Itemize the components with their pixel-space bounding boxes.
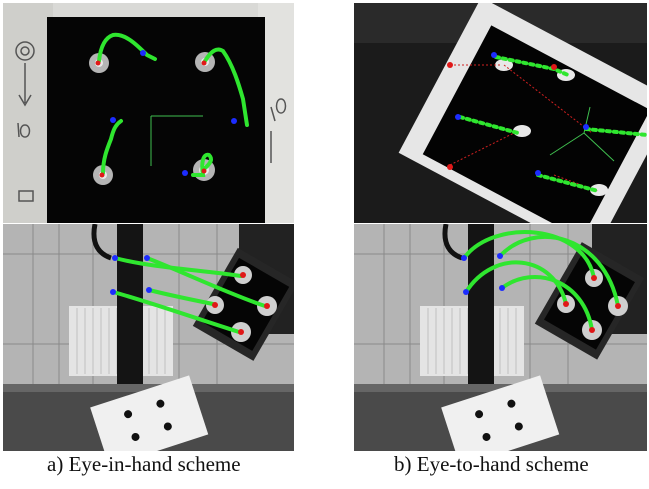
caption-eye-to-hand: b) Eye-to-hand scheme bbox=[394, 452, 589, 476]
panel-eye-in-hand-camera-view bbox=[3, 3, 294, 223]
caption-eye-in-hand: a) Eye-in-hand scheme bbox=[47, 452, 241, 476]
panel-eye-to-hand-scene-view bbox=[354, 224, 647, 451]
panel-eye-in-hand-scene-view bbox=[3, 224, 294, 451]
panel-eye-to-hand-camera-view bbox=[354, 3, 647, 223]
